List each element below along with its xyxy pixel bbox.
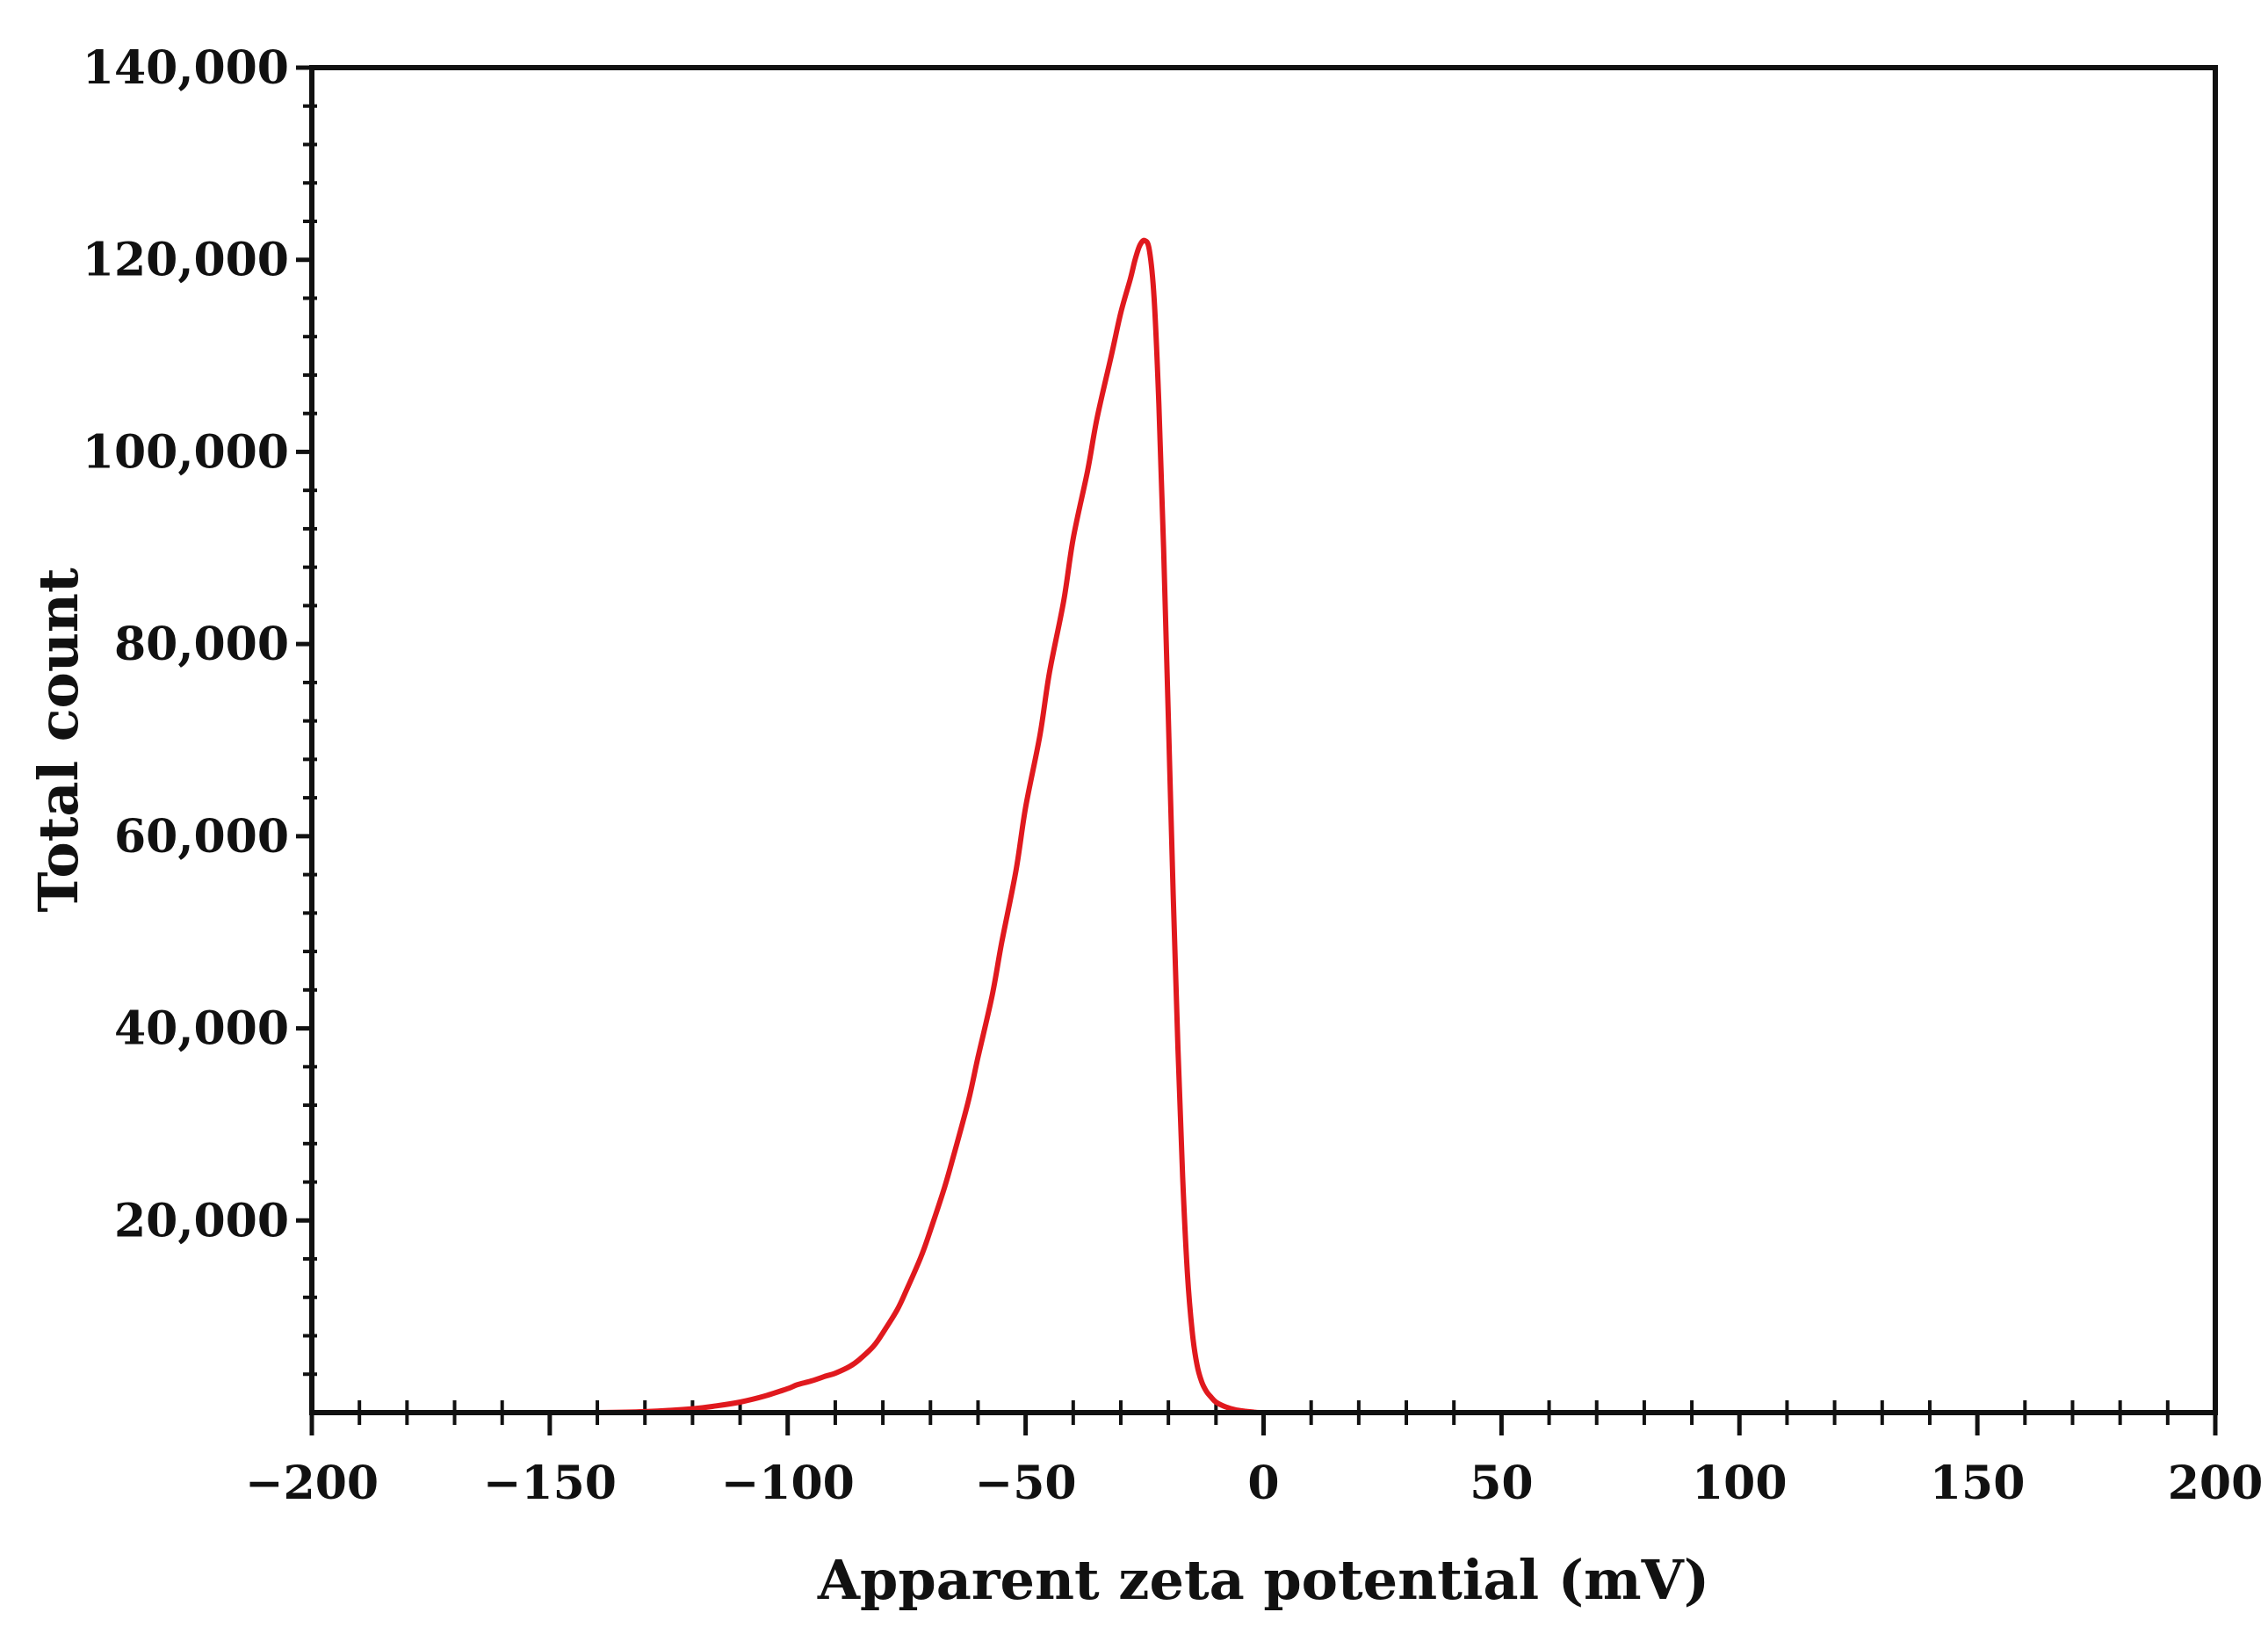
x-tick-label: 50	[1470, 1457, 1533, 1510]
x-tick-label: −100	[721, 1457, 855, 1510]
y-tick-label: 40,000	[114, 1002, 289, 1056]
plot-frame	[309, 65, 2218, 1415]
tick-labels: −200 −150 −100 −50 0 50 100 150 200 20,000 40,000 6…	[83, 41, 2263, 1510]
series-layer	[546, 237, 1981, 1416]
x-tick-label: 200	[2168, 1457, 2264, 1510]
y-tick-label: 60,000	[114, 810, 289, 864]
y-tick-label: 20,000	[114, 1194, 289, 1247]
x-tick-label: 0	[1247, 1457, 1279, 1510]
y-tick-label: 140,000	[83, 41, 289, 95]
y-tick-label: 120,000	[83, 234, 289, 287]
axis-ticks	[296, 65, 2218, 1435]
series-line-0	[546, 237, 1981, 1416]
y-tick-label: 100,000	[83, 425, 289, 479]
x-tick-label: −200	[245, 1457, 379, 1510]
x-axis-title: Apparent zeta potential (mV)	[817, 1548, 1709, 1612]
x-tick-label: −150	[483, 1457, 617, 1510]
y-axis-title: Total count	[26, 568, 90, 913]
x-tick-label: −50	[975, 1457, 1077, 1510]
y-tick-label: 80,000	[114, 618, 289, 671]
x-tick-label: 150	[1930, 1457, 2026, 1510]
x-tick-label: 100	[1692, 1457, 1788, 1510]
